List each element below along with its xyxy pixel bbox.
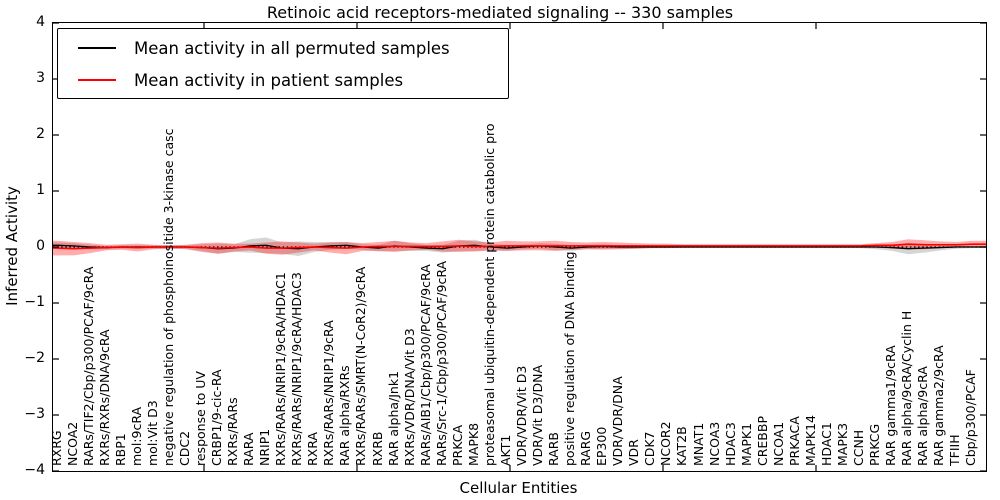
x-tick-label: RAR gamma1/9cRA	[883, 345, 899, 466]
x-tick-label: MAPK1	[738, 422, 754, 466]
x-tick-label: VDR/VDR/DNA	[610, 376, 626, 466]
x-tick-label: HDAC3	[722, 422, 738, 466]
legend-box: Mean activity in all permuted samples Me…	[57, 28, 509, 99]
x-tick-label: mol:Vit D3	[144, 400, 160, 466]
x-tick-label: CDC2	[176, 430, 192, 466]
x-tick-label: mol:9cRA	[128, 406, 144, 466]
x-tick-label: VDR/VDR/Vit D3	[513, 365, 529, 466]
x-axis-label: Cellular Entities	[459, 479, 578, 497]
y-tick-label: 4	[36, 14, 45, 30]
x-tick-label: CCNH	[851, 429, 866, 466]
x-tick-label: negative regulation of phosphoinositide …	[160, 128, 176, 467]
x-tick-label: RAR alpha/9cRA	[915, 366, 931, 466]
legend-label-patient: Mean activity in patient samples	[134, 70, 404, 90]
x-tick-label: NCOR2	[658, 421, 674, 466]
x-tick-label: PRKCA	[449, 424, 465, 466]
chart-title: Retinoic acid receptors-mediated signali…	[266, 3, 734, 22]
x-tick-label: RBP1	[112, 433, 128, 466]
x-tick-label: RXRs/RARs/SMRT(N-CoR2)/9cRA	[353, 266, 369, 466]
x-tick-label: NRIP1	[257, 428, 273, 466]
legend-label-permuted: Mean activity in all permuted samples	[134, 38, 450, 58]
y-tick-label: 0	[36, 238, 45, 254]
x-tick-label: MAPK14	[802, 415, 818, 466]
x-tick-label: MAPK8	[465, 422, 481, 466]
x-tick-label: RXRG	[48, 430, 64, 466]
y-tick-label: 1	[36, 182, 45, 198]
x-tick-label: NCOA1	[770, 421, 786, 466]
x-tick-label: RXRs/RXRs/DNA/9cRA	[96, 329, 112, 466]
patient-line-sample-icon	[78, 79, 116, 81]
x-tick-label: AKT1	[497, 434, 513, 466]
x-tick-label: RAR alpha/Jnk1	[385, 370, 401, 466]
x-tick-label: RXRs/VDR/DNA/Vit D3	[401, 328, 417, 466]
x-tick-label: MAPK3	[834, 422, 850, 466]
y-tick-label: −4	[24, 462, 45, 478]
x-tick-label: VDR/Vit D3/DNA	[530, 364, 545, 466]
x-tick-label: VDR	[626, 439, 642, 466]
x-tick-label: response to UV	[192, 371, 208, 466]
plot-area	[52, 22, 987, 472]
x-tick-label: RAR gamma2/9cRA	[931, 345, 947, 466]
x-tick-label: RAR alpha/RXRs	[337, 365, 353, 466]
x-tick-label: RARs/TIF2/Cbp/p300/PCAF/9cRA	[80, 266, 96, 466]
x-tick-label: RARG	[578, 430, 594, 466]
x-tick-label: CDK7	[642, 431, 658, 466]
legend-entry-patient: Mean activity in patient samples	[74, 67, 403, 93]
x-tick-label: MNAT1	[690, 422, 706, 466]
y-tick-label: −1	[24, 294, 45, 310]
x-tick-label: CREBBP	[754, 416, 770, 466]
x-tick-label: PRKACA	[786, 416, 802, 466]
x-tick-label: KAT2B	[674, 426, 690, 466]
plot-canvas	[53, 23, 986, 471]
x-tick-label: RXRA	[305, 432, 321, 466]
permuted-line-sample-icon	[78, 47, 116, 49]
x-tick-label: HDAC1	[818, 422, 834, 466]
x-tick-label: PRKCG	[867, 423, 883, 466]
x-tick-label: NCOA2	[64, 421, 80, 466]
y-tick-label: 3	[36, 70, 45, 86]
x-tick-label: RARA	[241, 432, 257, 466]
x-tick-label: RXRs/RARs/NRIP1/9cRA/HDAC1	[273, 272, 289, 466]
x-tick-label: RXRs/RARs/NRIP1/9cRA	[321, 320, 337, 466]
y-tick-label: −2	[24, 350, 45, 366]
x-tick-label: RARs/AIB1/Cbp/p300/PCAF/9cRA	[417, 264, 433, 466]
x-tick-label: Cbp/p300/PCAF	[963, 369, 979, 466]
x-tick-label: RXRs/RARs	[225, 397, 241, 466]
x-tick-label: NCOA3	[706, 421, 722, 466]
x-tick-label: proteasomal ubiquitin-dependent protein …	[481, 123, 497, 466]
x-tick-label: EP300	[594, 426, 610, 466]
x-tick-label: RARB	[546, 432, 562, 466]
x-tick-label: CRBP1/9-cic-RA	[209, 369, 224, 466]
x-tick-label: RARs/Src-1/Cbp/p300/PCAF/9cRA	[433, 260, 449, 466]
y-tick-label: 2	[36, 126, 45, 142]
y-tick-label: −3	[24, 406, 45, 422]
x-tick-label: RXRs/RARs/NRIP1/9cRA/HDAC3	[289, 272, 305, 466]
x-tick-label: RAR alpha/9cRA/Cyclin H	[899, 310, 915, 466]
x-tick-label: TFIIH	[947, 434, 963, 466]
legend-entry-permuted: Mean activity in all permuted samples	[74, 35, 450, 61]
x-tick-label: RXRB	[369, 431, 385, 466]
patient-mean-line	[53, 243, 986, 250]
x-tick-label: positive regulation of DNA binding	[562, 251, 578, 466]
